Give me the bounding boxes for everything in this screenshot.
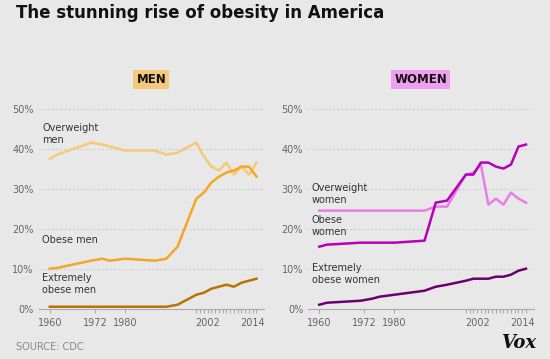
Text: Overweight
women: Overweight women: [312, 183, 368, 205]
Text: The stunning rise of obesity in America: The stunning rise of obesity in America: [16, 4, 385, 22]
Text: Obese
women: Obese women: [312, 215, 348, 237]
Text: MEN: MEN: [136, 73, 166, 86]
Text: Obese men: Obese men: [42, 235, 98, 245]
Text: Extremely
obese women: Extremely obese women: [312, 263, 380, 285]
Text: Extremely
obese men: Extremely obese men: [42, 273, 96, 295]
Text: Vox: Vox: [501, 334, 536, 352]
Text: SOURCE: CDC: SOURCE: CDC: [16, 342, 84, 352]
Text: WOMEN: WOMEN: [394, 73, 447, 86]
Text: Overweight
men: Overweight men: [42, 122, 98, 145]
